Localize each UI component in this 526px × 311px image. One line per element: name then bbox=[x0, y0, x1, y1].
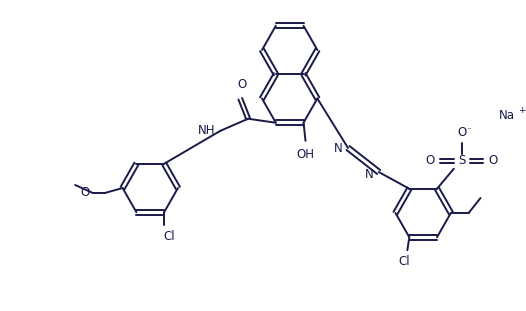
Text: N: N bbox=[335, 142, 343, 155]
Text: NH: NH bbox=[198, 124, 216, 137]
Text: +: + bbox=[518, 106, 525, 115]
Text: Cl: Cl bbox=[399, 255, 410, 268]
Text: S: S bbox=[458, 154, 466, 167]
Text: Na: Na bbox=[499, 109, 515, 122]
Text: O: O bbox=[457, 126, 467, 139]
Text: O: O bbox=[426, 154, 435, 167]
Text: O: O bbox=[80, 187, 90, 199]
Text: ⁻: ⁻ bbox=[467, 127, 471, 136]
Text: OH: OH bbox=[297, 148, 315, 161]
Text: O: O bbox=[489, 154, 498, 167]
Text: N: N bbox=[365, 168, 374, 180]
Text: O: O bbox=[238, 78, 247, 91]
Text: Cl: Cl bbox=[163, 230, 175, 243]
